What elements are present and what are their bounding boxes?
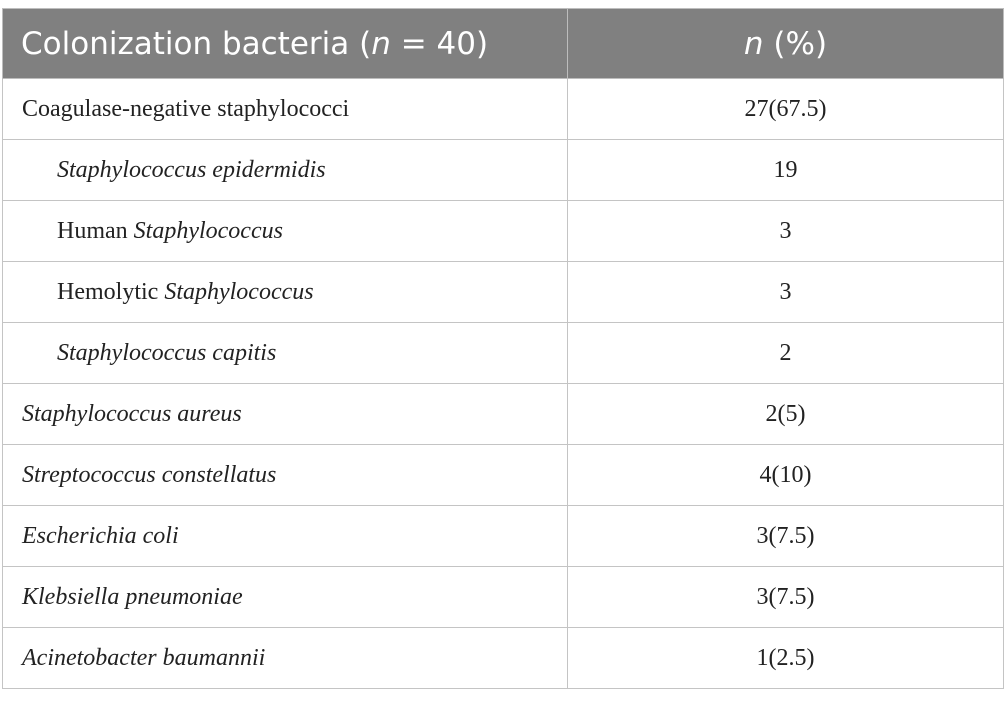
label-cell: Staphylococcus capitis bbox=[2, 322, 568, 384]
text-segment: n bbox=[743, 25, 764, 62]
text-segment: Staphylococcus bbox=[133, 217, 283, 244]
value-cell: 2 bbox=[567, 322, 1004, 384]
header-row: Colonization bacteria (n = 40) n (%) bbox=[2, 8, 1004, 79]
text-segment: Colonization bacteria ( bbox=[21, 25, 372, 62]
label-cell: Escherichia coli bbox=[2, 505, 568, 567]
value-cell: 4(10) bbox=[567, 444, 1004, 506]
table-row: Escherichia coli 3(7.5) bbox=[2, 505, 1004, 567]
value-cell: 3 bbox=[567, 261, 1004, 323]
label-cell: Human Staphylococcus bbox=[2, 200, 568, 262]
label-cell: Staphylococcus aureus bbox=[2, 383, 568, 445]
table-row: Staphylococcus epidermidis 19 bbox=[2, 139, 1004, 201]
label-cell: Staphylococcus epidermidis bbox=[2, 139, 568, 201]
text-segment: Hemolytic bbox=[57, 278, 165, 305]
table-row: Staphylococcus capitis 2 bbox=[2, 322, 1004, 384]
label-cell: Klebsiella pneumoniae bbox=[2, 566, 568, 628]
value-cell: 1(2.5) bbox=[567, 627, 1004, 689]
table-row: Hemolytic Staphylococcus 3 bbox=[2, 261, 1004, 323]
text-segment: Streptococcus constellatus bbox=[22, 461, 277, 488]
label-cell: Acinetobacter baumannii bbox=[2, 627, 568, 689]
value-cell: 3 bbox=[567, 200, 1004, 262]
table-row: Staphylococcus aureus 2(5) bbox=[2, 383, 1004, 445]
value-cell: 2(5) bbox=[567, 383, 1004, 445]
table-row: Coagulase-negative staphylococci 27(67.5) bbox=[2, 78, 1004, 140]
value-cell: 19 bbox=[567, 139, 1004, 201]
table-row: Streptococcus constellatus 4(10) bbox=[2, 444, 1004, 506]
label-cell: Streptococcus constellatus bbox=[2, 444, 568, 506]
table-row: Human Staphylococcus 3 bbox=[2, 200, 1004, 262]
label-cell: Hemolytic Staphylococcus bbox=[2, 261, 568, 323]
text-segment: Staphylococcus aureus bbox=[22, 400, 242, 427]
table-body: Coagulase-negative staphylococci 27(67.5)… bbox=[2, 78, 1004, 689]
data-table: Colonization bacteria (n = 40) n (%) Coag… bbox=[2, 8, 1004, 689]
label-cell: Coagulase-negative staphylococci bbox=[2, 78, 568, 140]
value-cell: 3(7.5) bbox=[567, 505, 1004, 567]
text-segment: Acinetobacter baumannii bbox=[22, 644, 266, 671]
text-segment: Staphylococcus bbox=[164, 278, 314, 305]
text-segment: Staphylococcus capitis bbox=[57, 339, 277, 366]
header-cell: Colonization bacteria (n = 40) bbox=[2, 8, 568, 79]
text-segment: Coagulase-negative staphylococci bbox=[22, 95, 350, 122]
text-segment: n bbox=[371, 25, 391, 62]
value-cell: 27(67.5) bbox=[567, 78, 1004, 140]
header-cell: n (%) bbox=[567, 8, 1004, 79]
text-segment: Staphylococcus epidermidis bbox=[57, 156, 326, 183]
table-row: Acinetobacter baumannii 1(2.5) bbox=[2, 627, 1004, 689]
value-cell: 3(7.5) bbox=[567, 566, 1004, 628]
text-segment: (%) bbox=[763, 25, 828, 62]
table-row: Klebsiella pneumoniae 3(7.5) bbox=[2, 566, 1004, 628]
text-segment: Escherichia coli bbox=[22, 522, 179, 549]
text-segment: Human bbox=[57, 217, 134, 244]
text-segment: = 40) bbox=[390, 25, 489, 62]
text-segment: Klebsiella pneumoniae bbox=[22, 583, 243, 610]
